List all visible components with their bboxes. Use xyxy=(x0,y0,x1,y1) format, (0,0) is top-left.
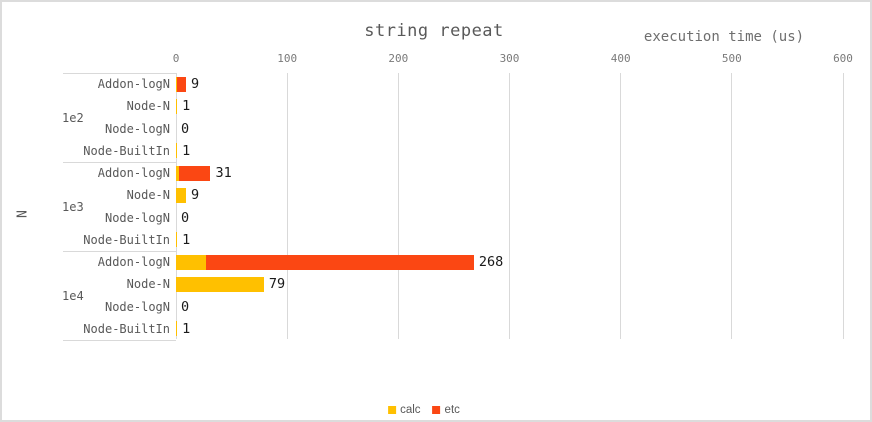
x-tick-label: 0 xyxy=(172,52,180,65)
value-label: 1 xyxy=(182,320,191,337)
bar-calc-segment xyxy=(176,254,206,270)
category-label: Node-BuiltIn xyxy=(83,143,170,158)
category-label: Node-BuiltIn xyxy=(83,232,170,247)
x-tick-label: 200 xyxy=(388,52,409,65)
x-tick-label: 600 xyxy=(833,52,853,65)
legend-item-etc: etc xyxy=(432,404,460,416)
gridline xyxy=(620,73,622,339)
bar-calc-segment xyxy=(176,165,180,181)
category-label: Addon-logN xyxy=(97,166,170,181)
bar-calc-segment xyxy=(176,187,186,203)
bar-etc-segment xyxy=(206,254,474,270)
category-label: Node-logN xyxy=(104,121,170,136)
gridline xyxy=(509,73,510,339)
bar-calc-segment xyxy=(176,76,178,92)
bar-etc-segment xyxy=(179,165,211,181)
x-tick-label: 400 xyxy=(610,52,631,65)
x-tick-label: 500 xyxy=(721,52,742,65)
value-label: 268 xyxy=(478,254,504,271)
axis-divider xyxy=(63,251,176,252)
category-label: Node-N xyxy=(126,188,170,203)
axis-divider xyxy=(63,340,176,341)
category-label: Node-logN xyxy=(104,299,170,314)
category-label: Node-logN xyxy=(104,210,170,225)
value-label: 0 xyxy=(181,298,190,315)
category-axis-title: N xyxy=(15,210,31,218)
axis-divider xyxy=(63,162,176,163)
x-tick-label: 300 xyxy=(499,52,520,65)
category-label: Addon-logN xyxy=(97,77,170,92)
x-tick-label: 100 xyxy=(277,52,298,65)
group-label: 1e3 xyxy=(62,199,84,214)
gridline xyxy=(286,73,288,339)
value-label: 79 xyxy=(268,276,286,293)
value-axis-title: execution time (us) xyxy=(643,29,805,45)
gridline xyxy=(397,73,399,339)
value-label: 1 xyxy=(182,142,191,159)
value-label: 1 xyxy=(182,231,191,248)
value-label: 9 xyxy=(191,187,200,204)
value-label: 0 xyxy=(181,209,190,226)
legend-swatch-etc xyxy=(432,406,441,414)
axis-divider xyxy=(63,73,176,74)
value-label: 9 xyxy=(191,76,200,93)
legend-label: calc xyxy=(400,404,421,416)
gridline xyxy=(731,73,733,339)
gridline xyxy=(842,73,844,339)
value-label: 0 xyxy=(181,120,190,137)
category-label: Addon-logN xyxy=(97,255,170,270)
legend-label: etc xyxy=(444,404,460,416)
category-label: Node-N xyxy=(126,99,170,114)
category-label: Node-BuiltIn xyxy=(83,321,170,336)
bar-calc-segment xyxy=(176,321,178,337)
legend: calc etc xyxy=(388,403,460,417)
group-label: 1e4 xyxy=(62,288,84,303)
group-label: 1e2 xyxy=(62,110,84,125)
legend-swatch-calc xyxy=(388,406,397,414)
value-label: 31 xyxy=(215,165,232,182)
bar-etc-segment xyxy=(177,76,186,92)
bar-calc-segment xyxy=(176,232,178,248)
chart-title: string repeat xyxy=(364,21,504,41)
bar-calc-segment xyxy=(176,276,264,292)
gridline xyxy=(175,73,177,339)
bar-calc-segment xyxy=(176,143,178,159)
bar-calc-segment xyxy=(176,98,178,114)
category-label: Node-N xyxy=(126,277,170,292)
legend-item-calc: calc xyxy=(388,404,421,416)
value-label: 1 xyxy=(182,98,191,115)
